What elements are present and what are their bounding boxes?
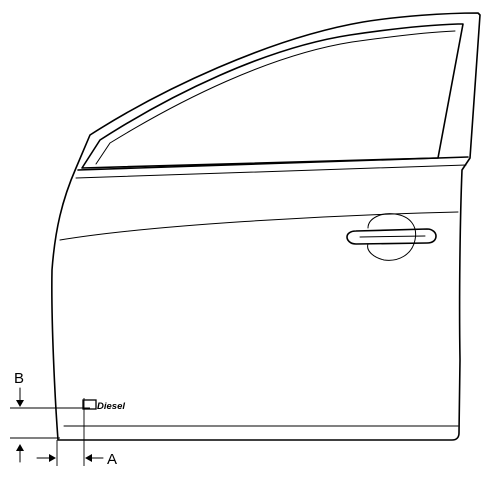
door-handle bbox=[346, 228, 437, 245]
arrow-a-right-head-icon bbox=[49, 454, 56, 462]
arrow-a-left-head-icon bbox=[85, 454, 92, 462]
arrow-up-head-icon bbox=[16, 444, 24, 451]
emblem-badge-icon bbox=[82, 399, 97, 410]
arrow-b-head-icon bbox=[16, 400, 24, 407]
door-outline bbox=[51, 12, 481, 441]
label-a: A bbox=[107, 451, 117, 468]
belt-line bbox=[77, 156, 469, 171]
dimension-b: B bbox=[10, 370, 90, 409]
emblem-text: Diesel bbox=[97, 401, 125, 412]
handle-recess bbox=[367, 213, 417, 261]
label-b: B bbox=[14, 370, 24, 387]
diesel-emblem: Diesel bbox=[82, 399, 125, 412]
character-line bbox=[59, 211, 459, 241]
handle-inner-line bbox=[359, 235, 426, 238]
belt-line-lower bbox=[75, 164, 467, 179]
window-frame bbox=[81, 23, 464, 169]
dimension-a: A bbox=[36, 398, 117, 468]
dimension-bottom bbox=[10, 437, 60, 463]
window-glass-edge bbox=[95, 30, 456, 165]
